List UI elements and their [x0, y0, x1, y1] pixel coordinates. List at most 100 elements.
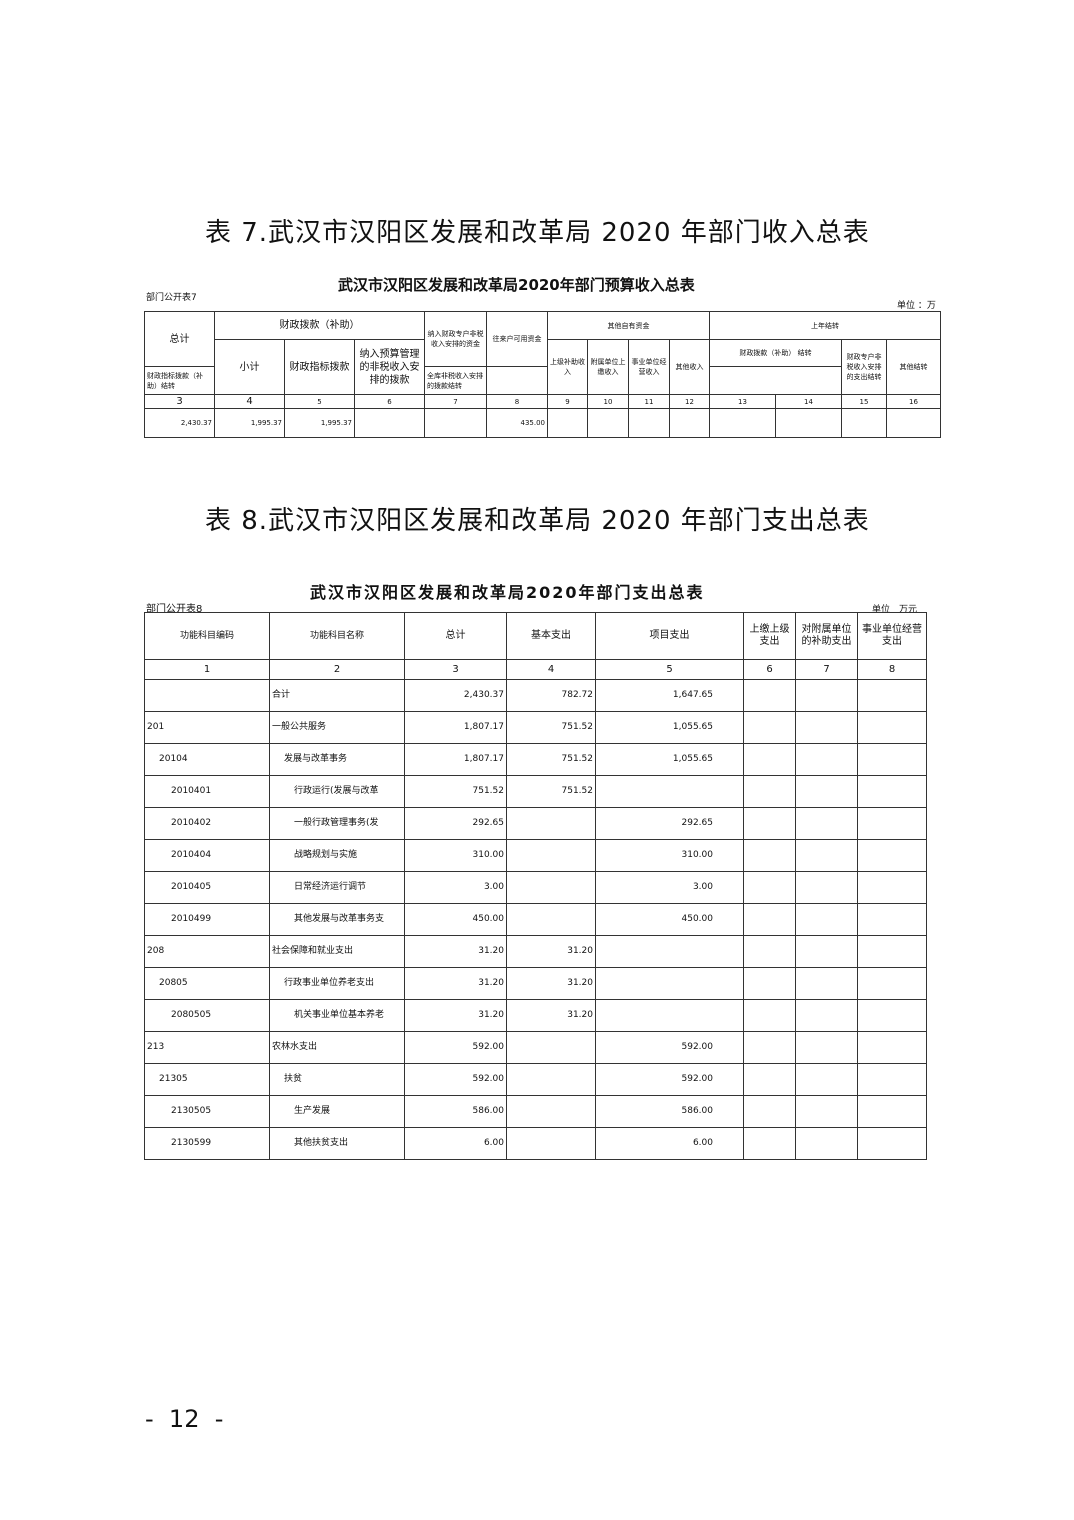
column-number: 3	[144, 394, 215, 409]
table-cell	[857, 775, 927, 808]
table-row: 2130505 生产发展 586.00 586.00	[144, 1095, 927, 1128]
table-cell	[669, 408, 710, 438]
column-number: 16	[886, 394, 941, 409]
table-cell	[795, 1127, 858, 1160]
table-cell: 213	[144, 1031, 270, 1064]
table-cell	[857, 807, 927, 840]
header-c14: 全库非税收入安排的拨款结转	[424, 366, 487, 395]
table7-heading: 表 7.武汉市汉阳区发展和改革局 2020 年部门收入总表	[205, 218, 870, 248]
table-row: 213 农林水支出 592.00 592.00	[144, 1031, 927, 1064]
table-row: 2080505 机关事业单位基本养老 31.20 31.20	[144, 999, 927, 1032]
table-cell: 751.52	[506, 711, 596, 744]
table-cell	[595, 775, 744, 808]
table-cell: 2,430.37	[144, 408, 215, 438]
table-cell	[709, 408, 776, 438]
table-cell: 782.72	[506, 679, 596, 712]
column-number: 3	[404, 659, 507, 680]
table-cell: 1,807.17	[404, 743, 507, 776]
column-number: 4	[214, 394, 285, 409]
table-cell: 292.65	[404, 807, 507, 840]
table-cell	[841, 408, 887, 438]
table-cell	[506, 871, 596, 904]
table-cell	[795, 1063, 858, 1096]
table-cell	[547, 408, 588, 438]
table-cell: 31.20	[404, 935, 507, 968]
table-cell	[795, 775, 858, 808]
column-number: 5	[595, 659, 744, 680]
table7-title: 武汉市汉阳区发展和改革局2020年部门预算收入总表	[338, 276, 695, 294]
table-cell: 20805	[144, 967, 270, 1000]
column-number: 6	[743, 659, 796, 680]
table-cell: 其他发展与改革事务支	[269, 903, 405, 936]
table-cell	[795, 871, 858, 904]
header-subtotal: 小计	[214, 339, 285, 395]
table-cell: 31.20	[506, 999, 596, 1032]
table-cell: 3.00	[595, 871, 744, 904]
table-cell	[595, 999, 744, 1032]
table-row: 208 社会保障和就业支出 31.20 31.20	[144, 935, 927, 968]
column-header: 功能科目名称	[269, 612, 405, 660]
table-cell: 机关事业单位基本养老	[269, 999, 405, 1032]
table-cell	[886, 408, 941, 438]
table-cell	[857, 743, 927, 776]
table-cell	[857, 871, 927, 904]
column-number: 7	[795, 659, 858, 680]
table-cell	[743, 1095, 796, 1128]
table-cell: 586.00	[595, 1095, 744, 1128]
table-cell: 592.00	[595, 1063, 744, 1096]
table-cell: 31.20	[404, 999, 507, 1032]
column-number: 8	[486, 394, 548, 409]
column-header: 总计	[404, 612, 507, 660]
table-cell	[743, 967, 796, 1000]
table-cell: 310.00	[595, 839, 744, 872]
table-cell	[795, 935, 858, 968]
table-row: 20805 行政事业单位养老支出 31.20 31.20	[144, 967, 927, 1000]
table-cell	[795, 711, 858, 744]
table-cell	[506, 839, 596, 872]
column-number: 15	[841, 394, 887, 409]
column-header: 基本支出	[506, 612, 596, 660]
header-c12: 其他收入	[669, 339, 710, 395]
table-row: 2010405 日常经济运行调节 3.00 3.00	[144, 871, 927, 904]
header-total: 总计	[144, 311, 215, 367]
table-cell	[857, 1031, 927, 1064]
table-cell: 2010404	[144, 839, 270, 872]
table-cell: 一般公共服务	[269, 711, 405, 744]
table-cell	[743, 1031, 796, 1064]
table-cell	[144, 679, 270, 712]
column-number: 1	[144, 659, 270, 680]
header-nontax: 纳入预算管理的非税收入安排的拨款	[354, 339, 425, 395]
table-cell: 1,807.17	[404, 711, 507, 744]
header-c11: 事业单位经营收入	[628, 339, 670, 395]
table-cell: 6.00	[595, 1127, 744, 1160]
table-cell: 2010405	[144, 871, 270, 904]
table-cell: 生产发展	[269, 1095, 405, 1128]
table-cell: 日常经济运行调节	[269, 871, 405, 904]
column-number: 11	[628, 394, 670, 409]
table-cell	[795, 1031, 858, 1064]
table8-unit: 单位 万元	[872, 605, 918, 615]
table-cell: 1,995.37	[284, 408, 355, 438]
table-cell: 1,055.65	[595, 711, 744, 744]
column-number: 8	[857, 659, 927, 680]
column-number: 2	[269, 659, 405, 680]
table-cell	[506, 903, 596, 936]
table-row: 合计 2,430.37 782.72 1,647.65	[144, 679, 927, 712]
table-cell	[795, 679, 858, 712]
table-cell: 20104	[144, 743, 270, 776]
table-cell	[795, 839, 858, 872]
header-other-own: 其他自有资金	[547, 311, 710, 340]
table-cell	[595, 935, 744, 968]
table8-form-no: 部门公开表8	[146, 604, 203, 615]
table-cell: 1,995.37	[214, 408, 285, 438]
table-cell	[743, 839, 796, 872]
table-cell	[743, 903, 796, 936]
header-account: 往来户可用资金	[486, 311, 548, 367]
table-cell	[795, 967, 858, 1000]
table-cell	[506, 1127, 596, 1160]
table-cell: 31.20	[506, 967, 596, 1000]
table-cell	[595, 967, 744, 1000]
table-cell	[628, 408, 670, 438]
table-row: 2010401 行政运行(发展与改革 751.52 751.52	[144, 775, 927, 808]
